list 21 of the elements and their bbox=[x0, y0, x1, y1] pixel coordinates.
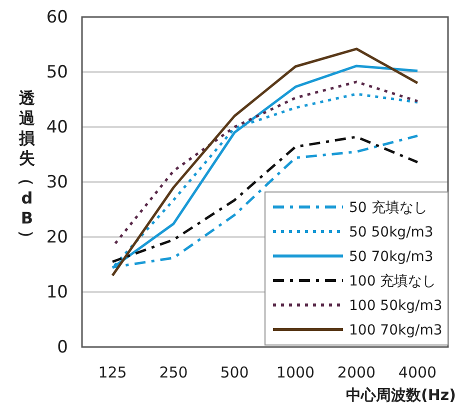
x-axis-title: 中心周波数(Hz) bbox=[346, 386, 456, 404]
y-tick-label: 20 bbox=[46, 227, 68, 248]
y-tick-label: 0 bbox=[57, 337, 68, 358]
legend-label: 50 充填なし bbox=[349, 200, 428, 216]
x-tick-label: 1000 bbox=[276, 364, 315, 382]
legend-label: 100 70kg/m3 bbox=[349, 322, 442, 338]
y-tick-label: 30 bbox=[46, 172, 68, 192]
y-tick-label: 60 bbox=[46, 7, 68, 28]
legend-label: 100 50kg/m3 bbox=[349, 298, 442, 314]
legend-label: 50 70kg/m3 bbox=[349, 249, 434, 265]
legend-label: 50 50kg/m3 bbox=[349, 224, 434, 240]
y-tick-label: 40 bbox=[46, 117, 68, 138]
x-tick-label: 250 bbox=[159, 364, 188, 382]
legend-label: 100 充填なし bbox=[349, 274, 436, 290]
x-tick-label: 2000 bbox=[337, 364, 376, 382]
x-tick-label: 500 bbox=[220, 364, 249, 382]
y-tick-label: 50 bbox=[46, 62, 68, 82]
y-axis-title: 透過損失（dB） bbox=[18, 88, 36, 246]
x-tick-label: 4000 bbox=[398, 364, 437, 382]
y-tick-label: 10 bbox=[46, 282, 68, 302]
x-tick-label: 125 bbox=[98, 364, 127, 382]
